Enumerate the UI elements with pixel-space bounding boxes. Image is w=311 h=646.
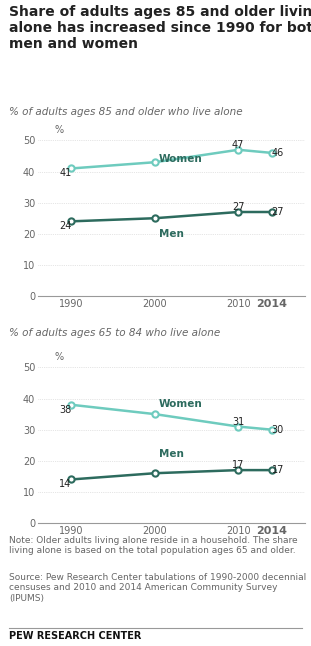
Text: 27: 27 [232, 202, 244, 212]
Text: 17: 17 [232, 460, 244, 470]
Text: Women: Women [159, 154, 203, 164]
Text: Men: Men [159, 229, 184, 239]
Text: Share of adults ages 85 and older living
alone has increased since 1990 for both: Share of adults ages 85 and older living… [9, 5, 311, 52]
Text: 47: 47 [232, 140, 244, 150]
Text: 31: 31 [232, 417, 244, 426]
Text: Men: Men [159, 449, 184, 459]
Text: 46: 46 [272, 148, 284, 158]
Text: PEW RESEARCH CENTER: PEW RESEARCH CENTER [9, 631, 142, 641]
Text: 38: 38 [59, 405, 72, 415]
Text: 30: 30 [272, 424, 284, 435]
Text: %: % [55, 351, 64, 362]
Text: 24: 24 [59, 222, 72, 231]
Text: Source: Pew Research Center tabulations of 1990-2000 decennial
censuses and 2010: Source: Pew Research Center tabulations … [9, 573, 307, 603]
Text: Note: Older adults living alone reside in a household. The share
living alone is: Note: Older adults living alone reside i… [9, 536, 298, 556]
Text: %: % [55, 125, 64, 134]
Text: Women: Women [159, 399, 203, 410]
Text: % of adults ages 65 to 84 who live alone: % of adults ages 65 to 84 who live alone [9, 328, 220, 338]
Text: 17: 17 [272, 465, 284, 475]
Text: 41: 41 [59, 169, 72, 178]
Text: % of adults ages 85 and older who live alone: % of adults ages 85 and older who live a… [9, 107, 243, 117]
Text: 27: 27 [272, 207, 284, 217]
Text: 14: 14 [59, 479, 72, 490]
